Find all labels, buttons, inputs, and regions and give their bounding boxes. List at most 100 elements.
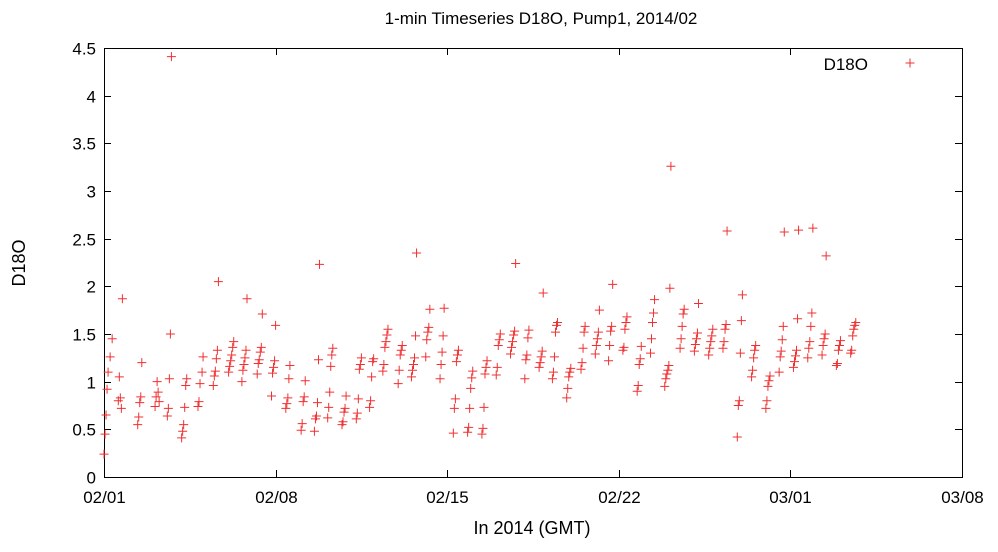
data-point (649, 308, 659, 318)
data-point (103, 367, 113, 377)
data-point (228, 342, 238, 352)
data-point (323, 413, 333, 423)
plot-frame (104, 48, 963, 478)
data-point (548, 367, 558, 377)
data-point (690, 339, 700, 349)
data-point (547, 374, 557, 384)
data-point (465, 403, 475, 413)
data-point (105, 352, 115, 362)
data-point (114, 372, 124, 382)
data-point (750, 345, 760, 355)
data-point (153, 387, 163, 397)
data-point (660, 381, 670, 391)
data-point (761, 403, 771, 413)
data-point (137, 358, 147, 368)
data-point (271, 320, 281, 330)
data-point (604, 356, 614, 366)
data-point (792, 345, 802, 355)
data-point (576, 364, 586, 374)
data-point (805, 337, 815, 347)
x-axis: 02/01 02/08 02/15 02/22 03/01 03/08 (83, 48, 984, 507)
data-point (298, 397, 308, 407)
data-point (677, 321, 687, 331)
data-point (99, 449, 109, 459)
data-point (562, 393, 572, 403)
data-point (779, 227, 789, 237)
data-point (227, 350, 237, 360)
data-point (751, 340, 761, 350)
data-point (493, 340, 503, 350)
data-point (242, 294, 252, 304)
data-point (832, 359, 842, 369)
legend-marker-symbol (905, 58, 915, 68)
data-point (791, 351, 801, 361)
data-point (198, 352, 208, 362)
data-point (437, 347, 447, 357)
data-point (438, 331, 448, 341)
data-point (237, 377, 247, 387)
data-point (464, 422, 474, 432)
data-point (181, 380, 191, 390)
data-point (226, 356, 236, 366)
data-point (564, 372, 574, 382)
data-point (102, 384, 112, 394)
x-tick-label: 02/15 (426, 488, 469, 507)
data-point (495, 329, 505, 339)
x-tick-label: 02/08 (255, 488, 298, 507)
legend-label: D18O (824, 55, 868, 74)
data-point (297, 419, 307, 429)
data-point (735, 348, 745, 358)
data-point (621, 318, 631, 328)
data-point (269, 362, 279, 372)
data-point (821, 251, 831, 261)
data-point (177, 433, 187, 443)
data-point (538, 288, 548, 298)
data-point (477, 429, 487, 439)
data-point (439, 303, 449, 313)
data-point (679, 304, 689, 314)
data-point (209, 371, 219, 381)
data-point (421, 352, 431, 362)
data-point (115, 393, 125, 403)
data-point (666, 161, 676, 171)
data-point (411, 331, 421, 341)
data-point (789, 357, 799, 367)
data-point (285, 360, 295, 370)
data-point (397, 340, 407, 350)
data-point (366, 396, 376, 406)
data-point (164, 374, 174, 384)
data-point (549, 352, 559, 362)
data-point (563, 383, 573, 393)
data-point (478, 423, 488, 433)
data-point (775, 352, 785, 362)
data-point (607, 321, 617, 331)
data-point (818, 340, 828, 350)
data-point (737, 290, 747, 300)
data-point (452, 350, 462, 360)
y-tick-label: 2.5 (72, 231, 96, 250)
data-point (193, 401, 203, 411)
data-point (608, 279, 618, 289)
data-point (383, 324, 393, 334)
data-point (423, 327, 433, 337)
data-point (136, 392, 146, 402)
data-point (720, 324, 730, 334)
data-point (380, 342, 390, 352)
data-point (579, 327, 589, 337)
data-point (408, 360, 418, 370)
data-point (537, 346, 547, 356)
data-point (238, 365, 248, 375)
data-point (550, 327, 560, 337)
data-point (300, 376, 310, 386)
data-point (511, 258, 521, 268)
data-point (154, 397, 164, 407)
data-point (718, 343, 728, 353)
data-point (395, 350, 405, 360)
data-point (849, 324, 859, 334)
data-point (479, 402, 489, 412)
data-point (396, 345, 406, 355)
data-point (678, 309, 688, 319)
data-point (381, 337, 391, 347)
data-point (734, 396, 744, 406)
data-point (406, 372, 416, 382)
